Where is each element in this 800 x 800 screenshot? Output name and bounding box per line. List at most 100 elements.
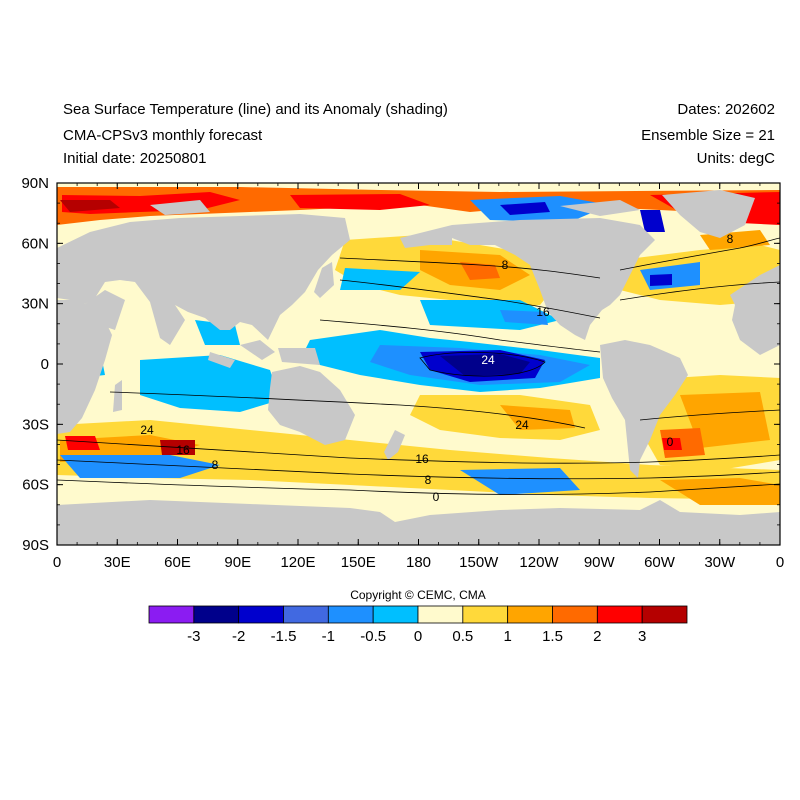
shade-satl-warm-2	[680, 392, 770, 448]
contour-24-south	[109, 391, 586, 429]
title-ensemble-size: Ensemble Size = 21	[641, 127, 775, 144]
contour-label: 24	[140, 423, 154, 437]
shade-arctic-hot-2	[290, 194, 430, 210]
sst-contours	[57, 237, 780, 495]
land-arabia	[85, 290, 125, 330]
lon-label: 90E	[224, 554, 251, 571]
land-canada-arctic	[560, 200, 640, 216]
colorbar-label: -1	[322, 628, 335, 645]
shade-agulhas-hot	[65, 436, 100, 450]
colorbar-label: -2	[232, 628, 245, 645]
colorbar-label: 1.5	[542, 628, 563, 645]
lon-label: 150W	[459, 554, 499, 571]
shade-southern-cool-2	[460, 468, 580, 495]
lon-label: 120W	[519, 554, 559, 571]
lon-label: 180	[406, 554, 431, 571]
shade-spac-warm-2	[500, 405, 575, 430]
map-area: 8 16 24 24 24 16 8 16 8 0 0 8	[57, 183, 780, 545]
colorbar-swatch	[596, 605, 643, 624]
lat-label: 90S	[22, 537, 49, 554]
title-dates: Dates: 202602	[677, 101, 775, 118]
colorbar: -3 -2 -1.5 -1 -0.5 0 0.5 1 1.5 2 3	[148, 605, 688, 645]
contour-labels: 8 16 24 24 24 16 8 16 8 0 0 8	[140, 232, 733, 504]
colorbar-swatch	[372, 605, 419, 624]
colorbar-label: -0.5	[360, 628, 386, 645]
contour-16-south	[57, 439, 780, 464]
shade-npac-cool	[340, 268, 420, 290]
land-arctic-islands	[150, 200, 210, 215]
shade-arctic-dark-red	[60, 200, 120, 212]
shade-eqpac-very-cold	[440, 354, 530, 376]
colorbar-swatch	[507, 605, 553, 624]
colorbar-label: -1.5	[271, 628, 297, 645]
shade-natl-cold	[650, 274, 672, 286]
contour-label: 8	[727, 232, 734, 246]
lat-label: 90N	[21, 175, 49, 192]
shade-npac-subtrop-cool-2	[500, 310, 548, 325]
contour-24-eqpac	[419, 352, 546, 377]
contour-label: 16	[176, 443, 190, 457]
colorbar-label: -3	[187, 628, 200, 645]
colorbar-label: 1	[503, 628, 511, 645]
lat-label: 60S	[22, 477, 49, 494]
lat-label: 30N	[21, 296, 49, 313]
lon-label: 0	[776, 554, 784, 571]
land-new-guinea	[278, 348, 320, 365]
land-masses	[57, 190, 780, 545]
land-sumatra	[208, 352, 235, 368]
lon-label: 0	[53, 554, 61, 571]
title-units: Units: degC	[696, 150, 775, 167]
contour-label: 0	[433, 490, 440, 504]
lat-label: 0	[41, 356, 49, 373]
shade-npac-warm-3	[460, 262, 500, 280]
land-greenland	[662, 190, 755, 238]
lon-label: 60W	[644, 554, 676, 571]
land-madagascar	[113, 380, 122, 412]
contour-label: 24	[481, 353, 495, 367]
colorbar-swatch	[417, 605, 464, 624]
colorbar-swatch	[193, 605, 240, 624]
land-antarctica	[57, 500, 780, 545]
axis-ticks	[56, 182, 781, 546]
colorbar-label: 0.5	[452, 628, 473, 645]
shade-southern-cool-1	[60, 455, 220, 478]
contour-16-npac	[339, 279, 601, 319]
shade-southern-warm	[57, 420, 780, 500]
colorbar-label: 3	[638, 628, 646, 645]
land-africa-west	[732, 300, 780, 355]
shade-brazil-warm	[660, 428, 705, 458]
land-north-america	[452, 218, 655, 340]
land-south-america	[600, 340, 688, 478]
shade-baffin-cold	[640, 210, 665, 232]
colorbar-swatch	[238, 605, 284, 624]
colorbar-swatch	[148, 605, 195, 624]
colorbar-swatch	[462, 605, 509, 624]
land-india	[150, 302, 185, 345]
lat-label: 30S	[22, 416, 49, 433]
contour-8-npac	[339, 257, 601, 279]
title-model: CMA-CPSv3 monthly forecast	[63, 127, 263, 144]
lon-label: 90W	[584, 554, 616, 571]
contour-label: 8	[502, 258, 509, 272]
copyright: Copyright © CEMC, CMA	[350, 588, 486, 602]
lon-label: 30E	[104, 554, 131, 571]
colorbar-swatch	[283, 605, 329, 624]
title-main: Sea Surface Temperature (line) and its A…	[63, 101, 448, 118]
land-japan	[314, 262, 334, 298]
colorbar-swatch	[327, 605, 374, 624]
land-eurasia	[57, 214, 350, 340]
land-africa-east	[57, 300, 112, 434]
contour-label: 8	[212, 458, 219, 472]
contour-16-natl	[619, 281, 780, 301]
lon-label: 30W	[704, 554, 736, 571]
contour-24-npac	[319, 319, 601, 353]
contour-label: 0	[667, 435, 674, 449]
contour-label: 24	[515, 418, 529, 432]
contour-8-natl	[619, 237, 780, 271]
colorbar-label: 2	[593, 628, 601, 645]
land-australia	[268, 366, 355, 445]
shade-brazil-hot	[662, 438, 682, 450]
contour-0-south	[57, 479, 780, 495]
